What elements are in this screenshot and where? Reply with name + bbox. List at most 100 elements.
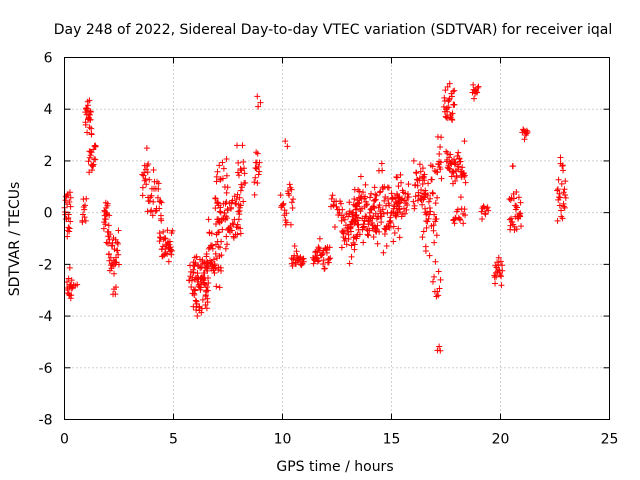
data-point: [326, 256, 333, 263]
data-point: [497, 272, 504, 279]
data-point: [461, 138, 468, 145]
data-point: [293, 248, 300, 255]
data-point: [83, 195, 90, 202]
data-point: [280, 200, 287, 207]
data-point: [103, 239, 110, 246]
data-point: [449, 110, 456, 117]
data-point: [414, 182, 421, 189]
data-point: [238, 184, 245, 191]
data-point: [374, 222, 381, 229]
data-point: [84, 129, 91, 136]
data-point: [366, 209, 373, 216]
data-point: [403, 197, 410, 204]
data-point: [315, 244, 322, 251]
data-point: [331, 224, 338, 231]
data-point: [209, 245, 216, 252]
data-point: [204, 287, 211, 294]
data-point: [380, 210, 387, 217]
data-point: [410, 157, 417, 164]
data-point: [68, 285, 75, 292]
data-point: [362, 181, 369, 188]
data-point: [224, 184, 231, 191]
data-point: [115, 227, 122, 234]
data-point: [283, 219, 290, 226]
data-point: [115, 251, 122, 258]
data-point: [216, 162, 223, 169]
data-point: [378, 160, 385, 167]
data-point: [319, 251, 326, 258]
data-point: [431, 273, 438, 280]
data-point: [391, 229, 398, 236]
data-point: [556, 190, 563, 197]
data-point: [372, 191, 379, 198]
data-point: [219, 159, 226, 166]
data-point: [347, 221, 354, 228]
data-point: [562, 178, 569, 185]
data-point: [430, 222, 437, 229]
data-point: [283, 210, 290, 217]
x-tick-label: 20: [492, 432, 510, 448]
data-point: [164, 251, 171, 258]
data-point: [395, 183, 402, 190]
data-point: [106, 251, 113, 258]
data-point: [437, 143, 444, 150]
data-point: [362, 213, 369, 220]
data-point: [255, 103, 262, 110]
data-point: [65, 224, 72, 231]
data-point: [430, 227, 437, 234]
data-point: [558, 207, 565, 214]
data-point: [169, 227, 176, 234]
data-point: [396, 209, 403, 216]
data-point: [87, 116, 94, 123]
data-point: [316, 235, 323, 242]
data-point: [105, 222, 112, 229]
data-point: [102, 216, 109, 223]
data-point: [383, 202, 390, 209]
data-point: [561, 192, 568, 199]
data-point: [203, 305, 210, 312]
data-point: [559, 162, 566, 169]
data-point: [230, 234, 237, 241]
data-point: [213, 173, 220, 180]
data-point: [431, 211, 438, 218]
data-point: [447, 151, 454, 158]
data-point: [216, 208, 223, 215]
data-point: [560, 203, 567, 210]
data-point: [381, 183, 388, 190]
data-point: [254, 93, 261, 100]
data-point: [381, 230, 388, 237]
data-point: [81, 214, 88, 221]
data-point: [426, 204, 433, 211]
data-point: [82, 217, 89, 224]
data-point: [446, 165, 453, 172]
data-point: [435, 268, 442, 275]
y-tick-label: -2: [39, 257, 53, 273]
data-point: [498, 282, 505, 289]
data-point: [437, 276, 444, 283]
data-point: [217, 209, 224, 216]
data-point: [229, 220, 236, 227]
data-point: [329, 192, 336, 199]
data-point: [330, 202, 337, 209]
data-point: [79, 219, 86, 226]
y-tick-label: 6: [44, 51, 53, 67]
data-point: [350, 209, 357, 216]
data-point: [236, 204, 243, 211]
data-point: [379, 206, 386, 213]
data-point: [212, 205, 219, 212]
data-point: [425, 215, 432, 222]
data-point: [421, 171, 428, 178]
data-point: [235, 216, 242, 223]
data-point: [449, 117, 456, 124]
data-point: [404, 201, 411, 208]
data-point: [515, 194, 522, 201]
data-point: [218, 252, 225, 259]
data-point: [314, 258, 321, 265]
data-point: [216, 244, 223, 251]
data-point: [452, 215, 459, 222]
data-point: [282, 138, 289, 145]
x-axis-label: GPS time / hours: [276, 459, 393, 475]
data-point: [155, 186, 162, 193]
data-point: [281, 207, 288, 214]
